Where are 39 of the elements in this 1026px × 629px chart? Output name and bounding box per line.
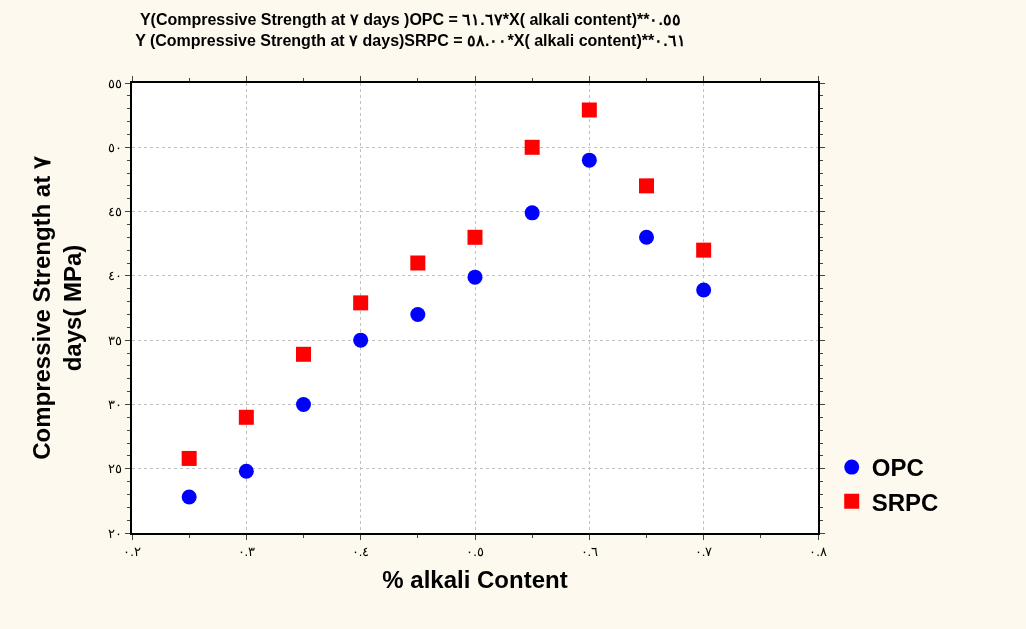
legend-label: SRPC — [871, 488, 939, 516]
y-tick-label: ٤٠ — [108, 268, 123, 284]
legend-label: OPC — [871, 454, 924, 482]
y-tick-label: ٥٥ — [108, 75, 123, 91]
point — [410, 306, 426, 322]
chart-title: Y(Compressive Strength at ٧ days )OPC = ٦١.٦٧*X( alkali content)**٠.٥٥ Y (Compressive Strength at ٧ days)SRPC = ٥٨.٠٠*X( alkali content)**٠.٦١ — [135, 11, 686, 49]
x-tick-label: ٠.٤ — [351, 543, 370, 559]
point — [296, 396, 311, 412]
point — [581, 102, 597, 118]
y-tick-label: ٢٠ — [108, 525, 123, 541]
point — [238, 409, 254, 425]
x-tick-label: ٠.٨ — [809, 543, 827, 559]
point — [639, 178, 654, 194]
point — [524, 205, 540, 221]
x-tick-label: ٠.٥ — [466, 543, 484, 559]
point — [353, 295, 369, 311]
point — [524, 139, 540, 155]
y-tick-label: ٢٥ — [108, 461, 123, 477]
point — [181, 489, 197, 505]
y-tick-label: ٣٠ — [108, 396, 123, 412]
x-tick-label: ٠.٢ — [123, 543, 141, 559]
point — [696, 242, 712, 258]
x-tick-label: ٠.٦ — [580, 543, 599, 559]
x-tick-label: ٠.٧ — [694, 543, 713, 559]
point — [467, 269, 483, 285]
point — [238, 463, 254, 479]
x-axis-title: % alkali Content — [382, 566, 568, 594]
y-tick-label: ٤٥ — [108, 204, 123, 220]
point — [353, 332, 369, 348]
y-tick-label: ٣٥ — [108, 332, 123, 348]
point — [410, 255, 426, 271]
point — [581, 152, 597, 168]
y-tick-label: ٥٠ — [108, 139, 123, 155]
point — [296, 346, 311, 362]
point — [181, 450, 197, 466]
x-tick-label: ٠.٣ — [237, 543, 256, 559]
point — [696, 282, 712, 298]
point — [639, 229, 654, 245]
point — [467, 229, 483, 245]
